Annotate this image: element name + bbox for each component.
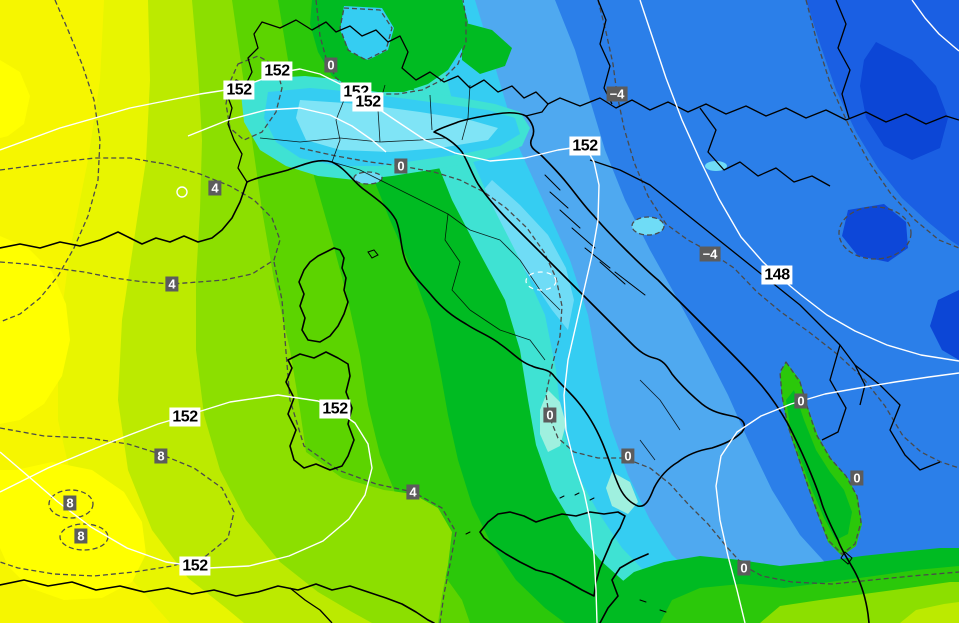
bosnia-montenegro-border [821,344,847,441]
geopotential-dashed-cell [525,271,557,291]
contour-4 [273,261,457,623]
africa-coastline [0,579,435,623]
temperature-label: 8 [63,495,77,511]
temperature-label: 0 [324,57,338,73]
contour-minus4 [597,0,959,469]
contour-0 [339,7,393,61]
temperature-label: 8 [74,528,88,544]
temperature-label: 0 [621,448,635,464]
tunisia-border [289,587,333,623]
geopotential-label: 152 [179,556,211,576]
tunisia-east-coastline [599,553,649,623]
temperature-label: 0 [794,393,808,409]
geopotential-148-contour [639,0,959,362]
geopotential-label: 152 [223,80,255,100]
temperature-label: 4 [165,276,179,292]
geopotential-label: 152 [169,407,201,427]
temperature-label: −4 [606,86,628,102]
small-islands [465,492,853,613]
temperature-label: 4 [406,484,420,500]
temperature-label: −4 [699,246,721,262]
temperature-label: 8 [154,448,168,464]
austria-slovenia-border [547,97,959,125]
temperature-label: 0 [394,158,408,174]
contour-8-loop [48,489,94,519]
contour-0 [299,147,959,585]
border-inland [699,107,831,187]
temperature-label: 4 [208,180,222,196]
contour-8 [0,427,235,577]
geopotential-label: 152 [319,399,351,419]
geopotential-label: 148 [761,265,793,285]
geopotential-label: 152 [569,136,601,156]
contour-minus8 [805,0,959,249]
contour-cold-pool [838,206,912,260]
contour-lake [631,216,665,236]
contour-4 [0,157,281,285]
temperature-label: 0 [850,470,864,486]
geopotential-small-cell [176,186,188,198]
geopotential-corner-contour [911,0,959,52]
temperature-label: 0 [737,560,751,576]
croatian-islands [544,174,646,296]
geopotential-contour [187,107,387,153]
elba-island [367,249,379,259]
italy-coastline [246,111,746,508]
border-north [597,0,613,105]
corsica-coastline [298,247,349,343]
region-borders [259,84,681,461]
border-northeast [835,0,851,119]
contour-lake [353,171,383,185]
geopotential-label: 152 [352,92,384,112]
sardinia-coastline [285,351,355,471]
balkan-coastline [525,115,870,623]
france-coastline [0,181,248,249]
temperature-label: 0 [543,407,557,423]
sicily-coastline [479,511,626,597]
geopotential-label: 152 [261,61,293,81]
geopotential-152-east-contour [715,372,959,623]
